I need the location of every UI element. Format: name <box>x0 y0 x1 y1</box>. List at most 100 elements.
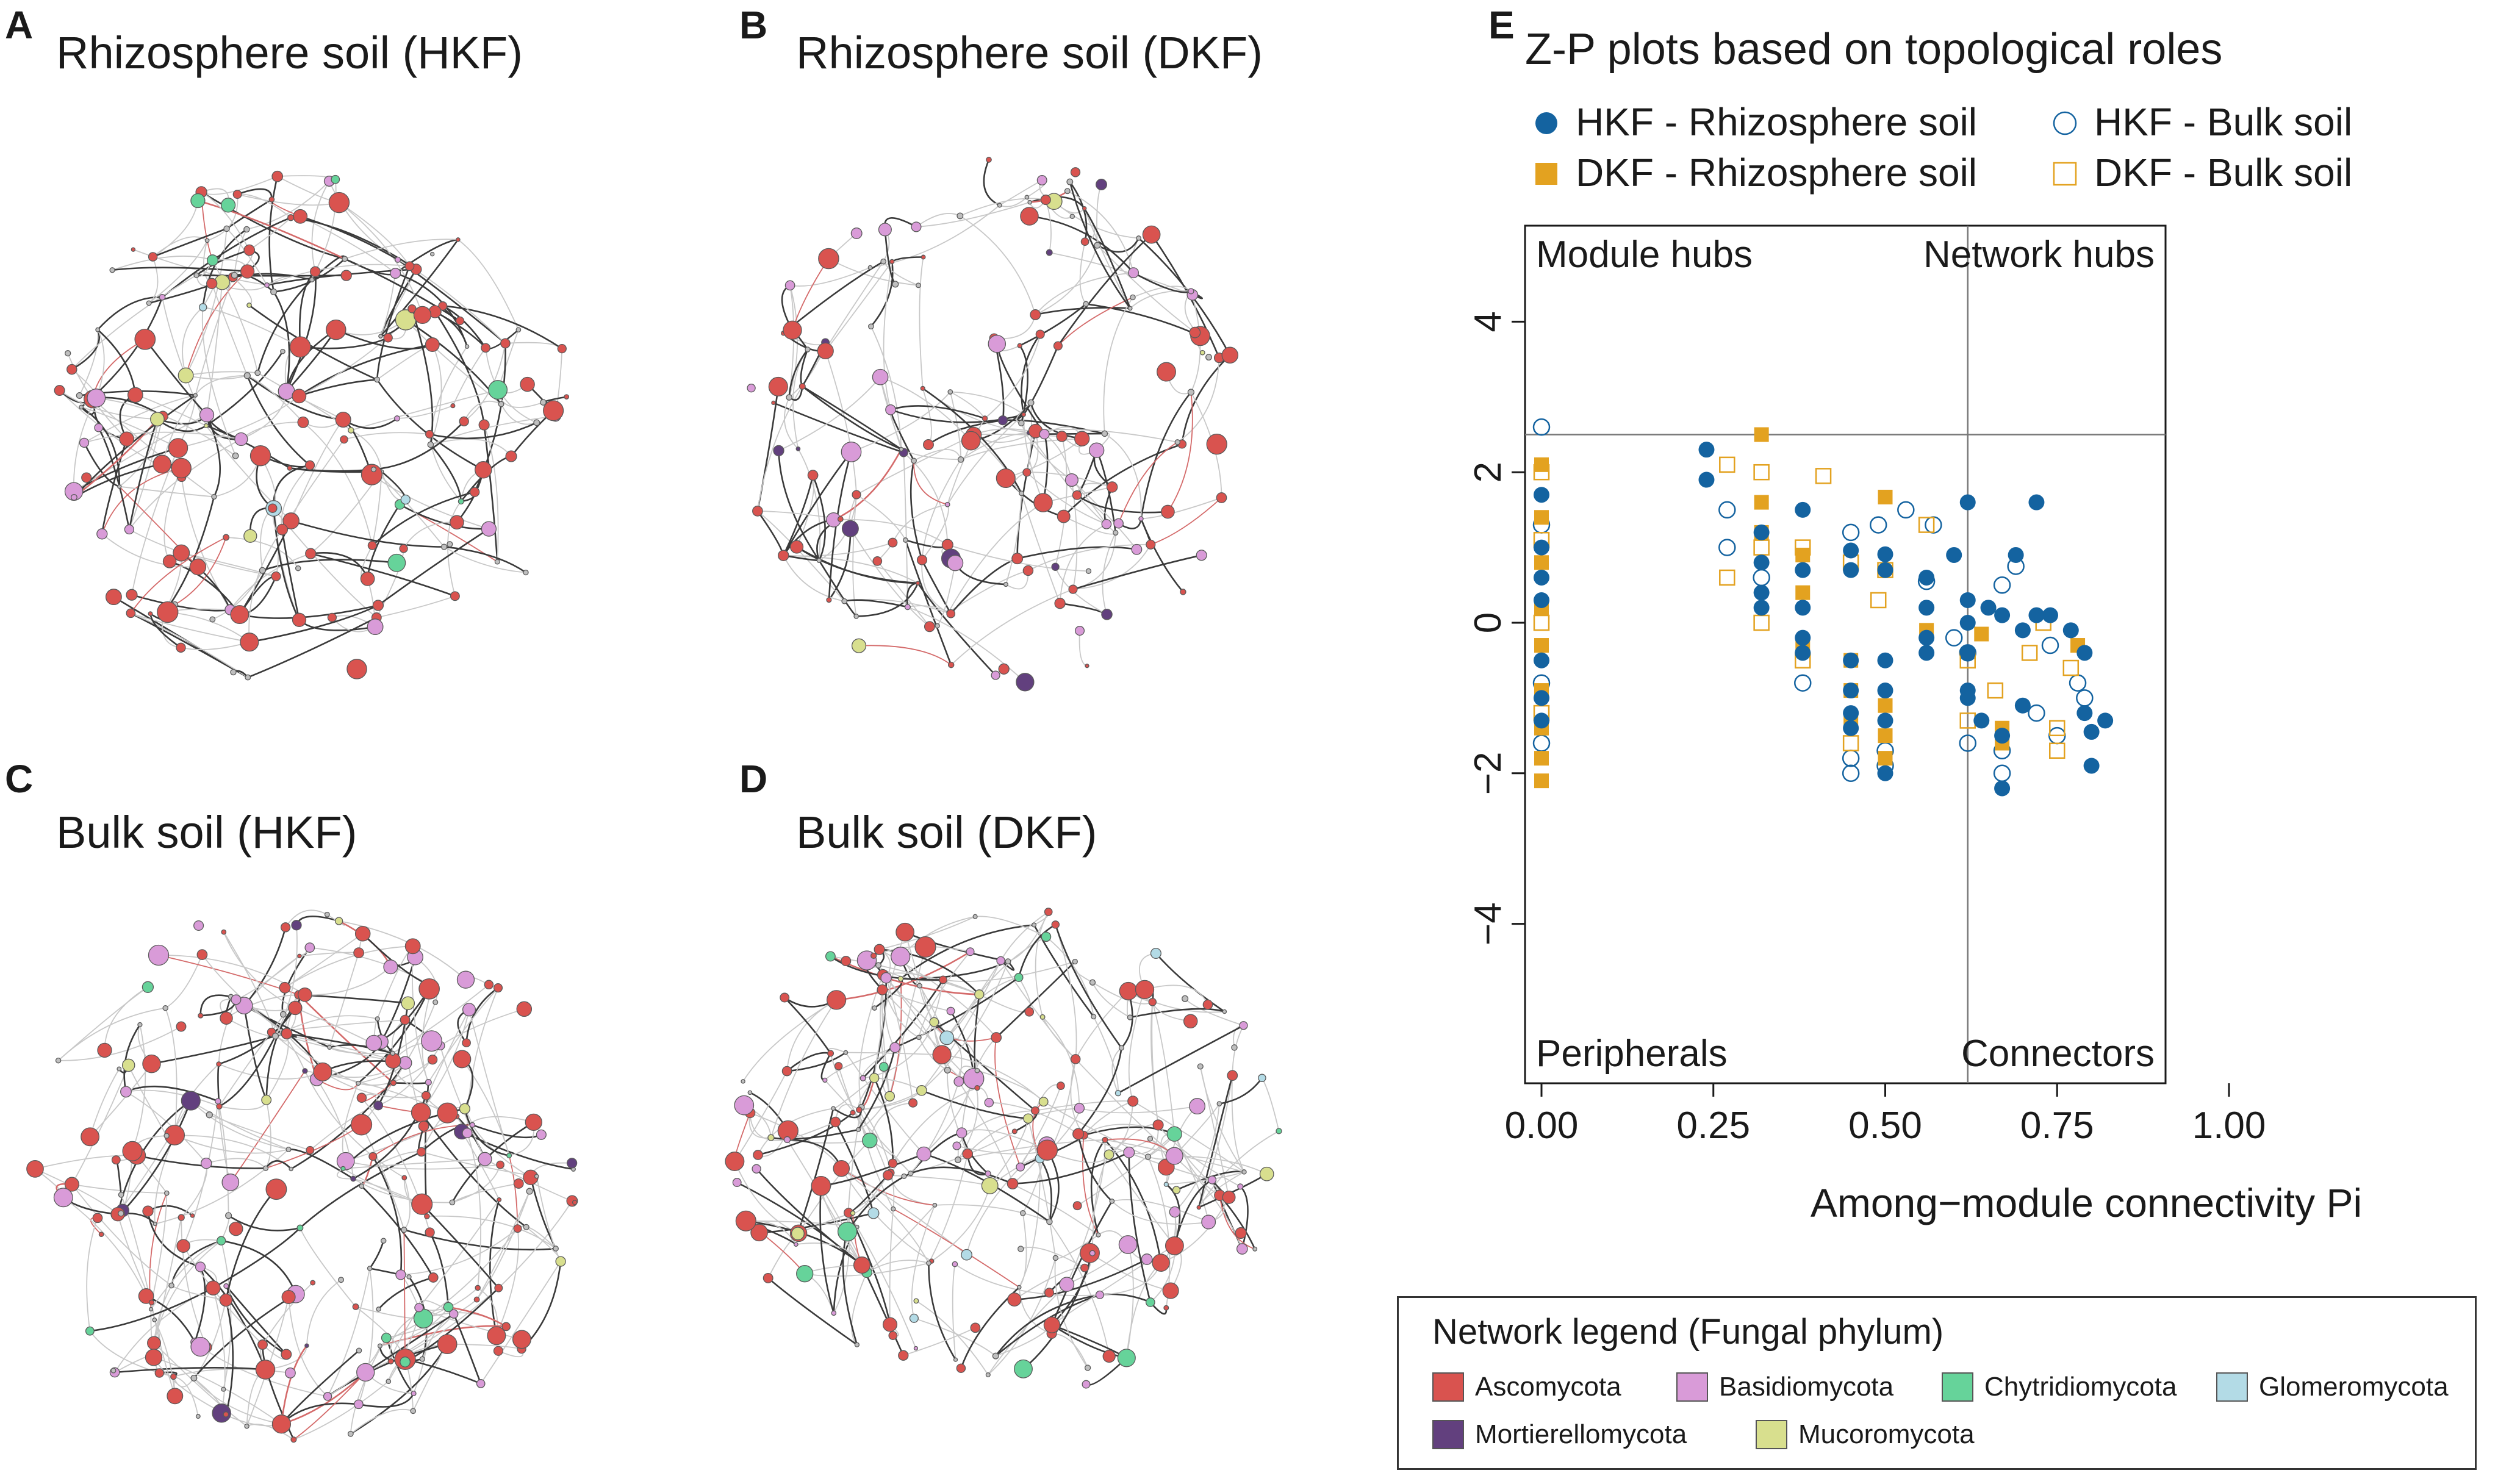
network-edge <box>57 1007 166 1061</box>
network-node <box>386 1378 392 1385</box>
network-node <box>1044 908 1053 916</box>
network-edge <box>967 1108 1080 1155</box>
network-edge <box>913 449 961 462</box>
network-node <box>372 600 384 611</box>
network-edge <box>265 1160 292 1170</box>
network-node <box>1197 1063 1204 1070</box>
network-edge <box>1132 285 1191 298</box>
network-node <box>220 1011 233 1025</box>
network-node <box>1118 1235 1138 1254</box>
network-edge <box>223 931 276 1036</box>
network-node <box>1239 1021 1248 1030</box>
network-edge <box>1055 924 1077 1059</box>
network-node <box>340 1166 346 1172</box>
network-edge <box>833 448 902 521</box>
data-point <box>1534 487 1549 503</box>
network-node <box>972 914 978 919</box>
network-edge <box>841 1167 930 1264</box>
legend-item-mucoromycota: Mucoromycota <box>1756 1418 1975 1452</box>
network-node <box>818 248 839 270</box>
legend-label-mortierellomycota: Mortierellomycota <box>1475 1419 1687 1449</box>
network-edge <box>373 420 465 470</box>
data-point <box>1843 705 1859 722</box>
network-edge <box>756 511 784 556</box>
data-point <box>1918 517 1935 533</box>
network-node <box>878 1062 889 1072</box>
network-edge <box>185 228 228 376</box>
network-node <box>395 1269 406 1280</box>
network-node <box>1236 1243 1248 1255</box>
network-edge <box>71 1065 129 1185</box>
network-edge <box>1091 1154 1110 1253</box>
network-node <box>1074 1103 1085 1114</box>
network-edge <box>1027 1118 1057 1258</box>
network-edge <box>232 276 253 306</box>
network-node <box>862 1133 878 1149</box>
network-edge <box>836 951 971 1001</box>
network-edge <box>101 439 127 534</box>
data-point <box>2049 720 2066 737</box>
network-edge <box>947 414 1024 505</box>
network-edge <box>182 1101 219 1247</box>
network-node <box>450 515 464 530</box>
network-edge <box>461 1131 500 1200</box>
network-edge <box>378 528 490 606</box>
network-edge <box>1128 1152 1152 1303</box>
network-node <box>302 1068 308 1074</box>
network-node <box>974 1084 980 1091</box>
network-edge <box>783 260 884 334</box>
network-node <box>189 558 207 576</box>
network-edge <box>916 1300 989 1375</box>
network-node <box>1014 1359 1033 1378</box>
network-edge <box>380 273 397 337</box>
network-node <box>1196 550 1207 561</box>
network-node <box>453 1050 472 1069</box>
panel-letter-a: A <box>5 3 34 47</box>
network-edge <box>941 1054 1044 1102</box>
network-edge <box>883 261 893 410</box>
network-node <box>974 1067 980 1074</box>
network-node <box>1101 609 1113 620</box>
network-node <box>1237 1183 1244 1190</box>
network-node <box>889 1042 901 1053</box>
network-node <box>854 1342 860 1347</box>
network-node <box>462 1128 473 1139</box>
network-node <box>1117 1349 1136 1368</box>
network-node <box>459 416 469 426</box>
data-point <box>1993 576 2011 594</box>
network-node <box>783 320 802 340</box>
network-edge <box>942 961 1075 982</box>
network-rhizosphere-hkf <box>54 170 570 681</box>
network-edge <box>918 951 971 1038</box>
network-edge <box>153 1217 182 1344</box>
network-edge <box>1072 554 1202 590</box>
network-node <box>1070 167 1081 177</box>
network-edge <box>101 467 182 534</box>
data-point <box>1698 471 1715 488</box>
network-node <box>395 256 401 263</box>
network-edge <box>1039 1158 1052 1222</box>
network-node <box>1072 1128 1085 1140</box>
network-edge <box>861 1264 904 1356</box>
network-node <box>425 1078 432 1086</box>
network-node <box>1064 188 1071 195</box>
network-edge <box>1082 1135 1099 1236</box>
network-node <box>232 452 239 459</box>
network-edge <box>1022 1253 1094 1370</box>
network-edge <box>1174 1103 1220 1156</box>
data-point <box>2014 622 2031 639</box>
network-edge <box>960 215 1036 315</box>
network-edge <box>921 1089 1028 1120</box>
network-node <box>53 1188 73 1208</box>
data-point <box>1753 554 1770 571</box>
network-edge <box>914 1317 996 1357</box>
network-rhizosphere-dkf <box>747 157 1239 692</box>
network-node <box>1003 582 1008 587</box>
network-node <box>1157 362 1176 382</box>
network-edge <box>237 188 273 200</box>
swatch-mucoromycota <box>1756 1420 1787 1449</box>
network-edge <box>1086 303 1201 337</box>
network-edge <box>467 1133 481 1288</box>
network-node <box>476 1379 486 1388</box>
network-edge <box>300 215 398 260</box>
